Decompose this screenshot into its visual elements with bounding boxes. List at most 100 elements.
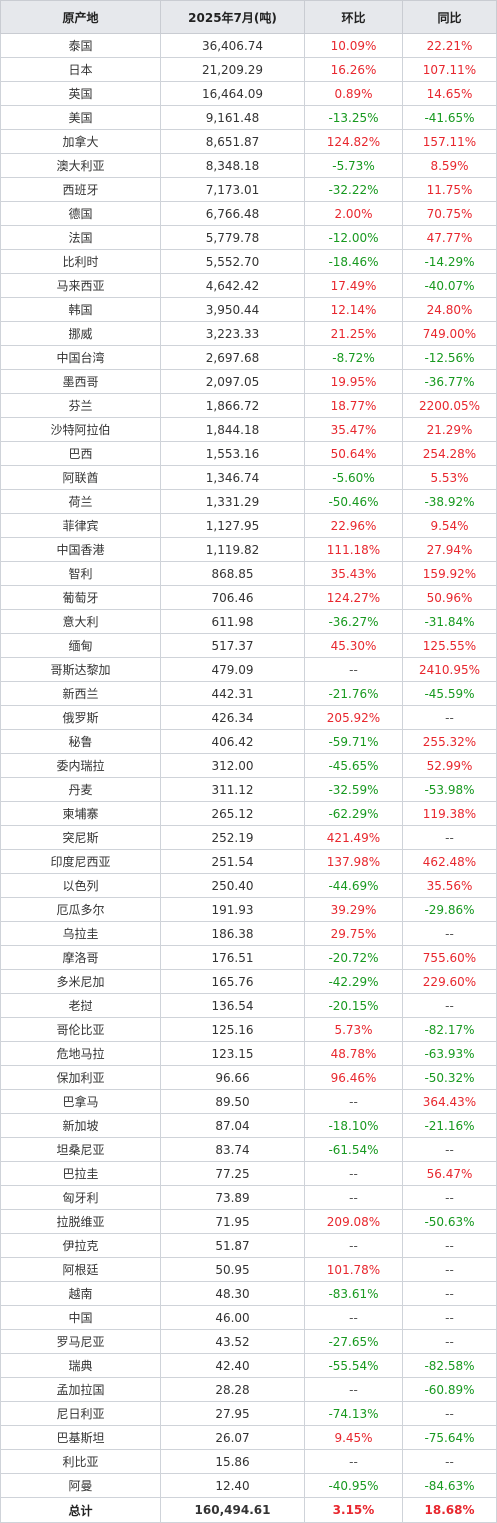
origin-cell: 俄罗斯 [0, 705, 161, 730]
origin-cell: 摩洛哥 [0, 945, 161, 970]
mom-cell: 0.89% [304, 81, 403, 106]
table-row: 缅甸 517.37 45.30% 125.55% [0, 633, 497, 658]
yoy-cell: 50.96% [402, 585, 497, 610]
volume-cell: 125.16 [160, 1017, 305, 1042]
volume-cell: 9,161.48 [160, 105, 305, 130]
volume-cell: 426.34 [160, 705, 305, 730]
mom-cell: 124.27% [304, 585, 403, 610]
volume-cell: 123.15 [160, 1041, 305, 1066]
mom-cell: -- [304, 1089, 403, 1114]
yoy-cell: -53.98% [402, 777, 497, 802]
table-row: 柬埔寨 265.12 -62.29% 119.38% [0, 801, 497, 826]
yoy-cell: -- [402, 1305, 497, 1330]
origin-cell: 沙特阿拉伯 [0, 417, 161, 442]
mom-cell: 22.96% [304, 513, 403, 538]
mom-cell: -21.76% [304, 681, 403, 706]
volume-cell: 251.54 [160, 849, 305, 874]
mom-cell: -- [304, 1185, 403, 1210]
table-row: 危地马拉 123.15 48.78% -63.93% [0, 1041, 497, 1066]
table-row: 坦桑尼亚 83.74 -61.54% -- [0, 1137, 497, 1162]
header-yoy: 同比 [402, 0, 497, 34]
table-row: 中国 46.00 -- -- [0, 1305, 497, 1330]
volume-cell: 2,097.05 [160, 369, 305, 394]
yoy-cell: 35.56% [402, 873, 497, 898]
volume-cell: 42.40 [160, 1353, 305, 1378]
table-row: 阿联酋 1,346.74 -5.60% 5.53% [0, 465, 497, 490]
origin-cell: 丹麦 [0, 777, 161, 802]
yoy-cell: -29.86% [402, 897, 497, 922]
origin-cell: 智利 [0, 561, 161, 586]
yoy-cell: 254.28% [402, 441, 497, 466]
volume-cell: 8,651.87 [160, 129, 305, 154]
table-row: 美国 9,161.48 -13.25% -41.65% [0, 105, 497, 130]
mom-cell: -- [304, 1377, 403, 1402]
mom-cell: 101.78% [304, 1257, 403, 1282]
table-row: 秘鲁 406.42 -59.71% 255.32% [0, 729, 497, 754]
yoy-cell: -- [402, 705, 497, 730]
volume-cell: 36,406.74 [160, 33, 305, 58]
table-row: 老挝 136.54 -20.15% -- [0, 993, 497, 1018]
mom-cell: -- [304, 1233, 403, 1258]
table-body: 泰国 36,406.74 10.09% 22.21% 日本 21,209.29 16.26%… [0, 33, 497, 1498]
table-row: 乌拉圭 186.38 29.75% -- [0, 921, 497, 946]
yoy-cell: -41.65% [402, 105, 497, 130]
mom-cell: 18.77% [304, 393, 403, 418]
origin-cell: 印度尼西亚 [0, 849, 161, 874]
volume-cell: 43.52 [160, 1329, 305, 1354]
volume-cell: 50.95 [160, 1257, 305, 1282]
origin-cell: 多米尼加 [0, 969, 161, 994]
table-row: 摩洛哥 176.51 -20.72% 755.60% [0, 945, 497, 970]
table-row: 保加利亚 96.66 96.46% -50.32% [0, 1065, 497, 1090]
volume-cell: 27.95 [160, 1401, 305, 1426]
origin-cell: 伊拉克 [0, 1233, 161, 1258]
yoy-cell: -63.93% [402, 1041, 497, 1066]
yoy-cell: 107.11% [402, 57, 497, 82]
mom-cell: -- [304, 1305, 403, 1330]
table-row: 以色列 250.40 -44.69% 35.56% [0, 873, 497, 898]
volume-cell: 706.46 [160, 585, 305, 610]
table-row: 菲律宾 1,127.95 22.96% 9.54% [0, 513, 497, 538]
mom-cell: 35.47% [304, 417, 403, 442]
yoy-cell: 749.00% [402, 321, 497, 346]
origin-cell: 危地马拉 [0, 1041, 161, 1066]
table-row: 孟加拉国 28.28 -- -60.89% [0, 1377, 497, 1402]
table-row: 意大利 611.98 -36.27% -31.84% [0, 609, 497, 634]
mom-cell: -20.72% [304, 945, 403, 970]
origin-cell: 阿根廷 [0, 1257, 161, 1282]
volume-cell: 6,766.48 [160, 201, 305, 226]
table-row: 加拿大 8,651.87 124.82% 157.11% [0, 129, 497, 154]
origin-cell: 越南 [0, 1281, 161, 1306]
volume-cell: 8,348.18 [160, 153, 305, 178]
table-row: 中国香港 1,119.82 111.18% 27.94% [0, 537, 497, 562]
table-row: 泰国 36,406.74 10.09% 22.21% [0, 33, 497, 58]
yoy-cell: -- [402, 1233, 497, 1258]
origin-cell: 德国 [0, 201, 161, 226]
origin-cell: 拉脱维亚 [0, 1209, 161, 1234]
origin-cell: 法国 [0, 225, 161, 250]
origin-cell: 瑞典 [0, 1353, 161, 1378]
table-row: 俄罗斯 426.34 205.92% -- [0, 705, 497, 730]
yoy-cell: -21.16% [402, 1113, 497, 1138]
table-row: 中国台湾 2,697.68 -8.72% -12.56% [0, 345, 497, 370]
origin-cell: 澳大利亚 [0, 153, 161, 178]
mom-cell: -5.73% [304, 153, 403, 178]
mom-cell: -- [304, 1161, 403, 1186]
origin-cell: 厄瓜多尔 [0, 897, 161, 922]
header-mom: 环比 [304, 0, 403, 34]
yoy-cell: -31.84% [402, 609, 497, 634]
origin-cell: 委内瑞拉 [0, 753, 161, 778]
volume-cell: 77.25 [160, 1161, 305, 1186]
table-row: 芬兰 1,866.72 18.77% 2200.05% [0, 393, 497, 418]
origin-cell: 突尼斯 [0, 825, 161, 850]
mom-cell: -42.29% [304, 969, 403, 994]
mom-cell: 2.00% [304, 201, 403, 226]
yoy-cell: -- [402, 1401, 497, 1426]
table-row: 巴基斯坦 26.07 9.45% -75.64% [0, 1425, 497, 1450]
volume-cell: 83.74 [160, 1137, 305, 1162]
volume-cell: 73.89 [160, 1185, 305, 1210]
yoy-cell: 11.75% [402, 177, 497, 202]
yoy-cell: 52.99% [402, 753, 497, 778]
origin-cell: 加拿大 [0, 129, 161, 154]
table-row: 巴西 1,553.16 50.64% 254.28% [0, 441, 497, 466]
table-row: 比利时 5,552.70 -18.46% -14.29% [0, 249, 497, 274]
